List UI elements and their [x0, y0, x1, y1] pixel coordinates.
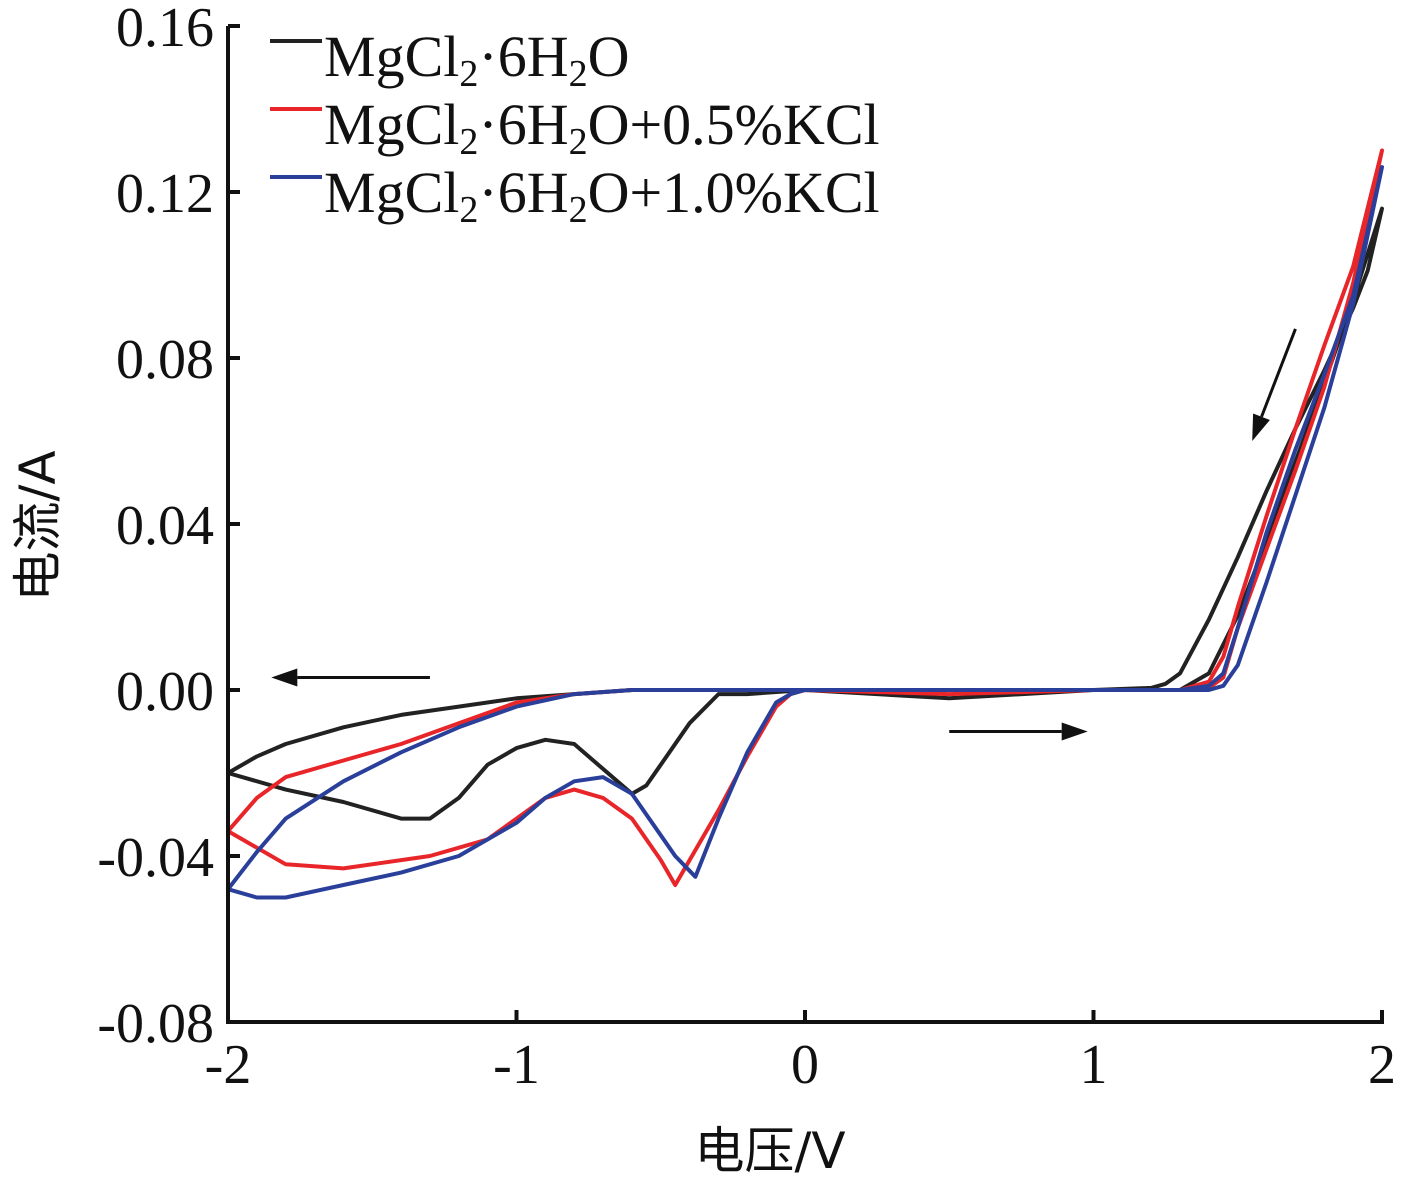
legend-item-1: MgCl2·6H2O — [270, 24, 629, 95]
x-tick-label: 1 — [1080, 1034, 1108, 1096]
y-tick-label: -0.04 — [97, 827, 214, 889]
legend-text-part: O — [588, 24, 630, 89]
x-tick-label: 2 — [1368, 1034, 1396, 1096]
legend-subscript: 2 — [569, 121, 588, 163]
legend-label: MgCl2·6H2O+1.0%KCl — [324, 160, 880, 231]
y-tick-label: 0.12 — [116, 163, 214, 225]
legend-subscript: 2 — [459, 189, 478, 231]
y-tick-label: 0.04 — [116, 495, 214, 557]
y-axis-title: 电流/A — [9, 450, 67, 601]
arrow-head — [1061, 722, 1088, 741]
annotation-layer — [271, 328, 1297, 741]
legend-text-part: O+1.0%KCl — [588, 160, 880, 225]
legend-subscript: 2 — [459, 53, 478, 95]
legend-item-2: MgCl2·6H2O+0.5%KCl — [270, 92, 880, 163]
legend-subscript: 2 — [459, 121, 478, 163]
legend-label: MgCl2·6H2O+0.5%KCl — [324, 92, 880, 163]
arrow-right — [949, 722, 1088, 741]
arrow-head — [1252, 413, 1270, 441]
series-line-2 — [226, 148, 1384, 887]
legend-text-part: MgCl — [324, 24, 459, 89]
legend-subscript: 2 — [569, 53, 588, 95]
arrow-down — [1252, 328, 1297, 441]
legend-item-3: MgCl2·6H2O+1.0%KCl — [270, 160, 880, 231]
legend-label: MgCl2·6H2O — [324, 24, 629, 95]
arrow-shaft — [1260, 328, 1297, 418]
legend-text-part: MgCl — [324, 92, 459, 157]
arrow-head — [271, 668, 298, 687]
legend: MgCl2·6H2OMgCl2·6H2O+0.5%KClMgCl2·6H2O+1… — [270, 24, 880, 231]
arrow-left — [271, 668, 430, 687]
legend-text-part: ·6H — [478, 160, 568, 225]
legend-text-part: O+0.5%KCl — [588, 92, 880, 157]
series-line-3 — [226, 165, 1384, 900]
x-axis-title: 电压/V — [694, 1122, 845, 1180]
legend-text-part: ·6H — [478, 92, 568, 157]
series-line-1 — [226, 206, 1384, 821]
x-tick-label: 0 — [791, 1034, 819, 1096]
legend-text-part: MgCl — [324, 160, 459, 225]
y-tick-label: 0.08 — [116, 329, 214, 391]
y-tick-label: 0.00 — [116, 661, 214, 723]
legend-text-part: ·6H — [478, 24, 568, 89]
y-tick-label: 0.16 — [116, 0, 214, 59]
x-tick-label: -1 — [493, 1034, 540, 1096]
x-tick-label: -2 — [205, 1034, 252, 1096]
series-layer — [226, 148, 1384, 900]
legend-subscript: 2 — [569, 189, 588, 231]
y-tick-label: -0.08 — [97, 993, 214, 1055]
tick-layer: -2 -1 0 1 2 -0.08 -0.04 0.00 0.04 0.08 0.12 0.16 — [97, 0, 1396, 1096]
